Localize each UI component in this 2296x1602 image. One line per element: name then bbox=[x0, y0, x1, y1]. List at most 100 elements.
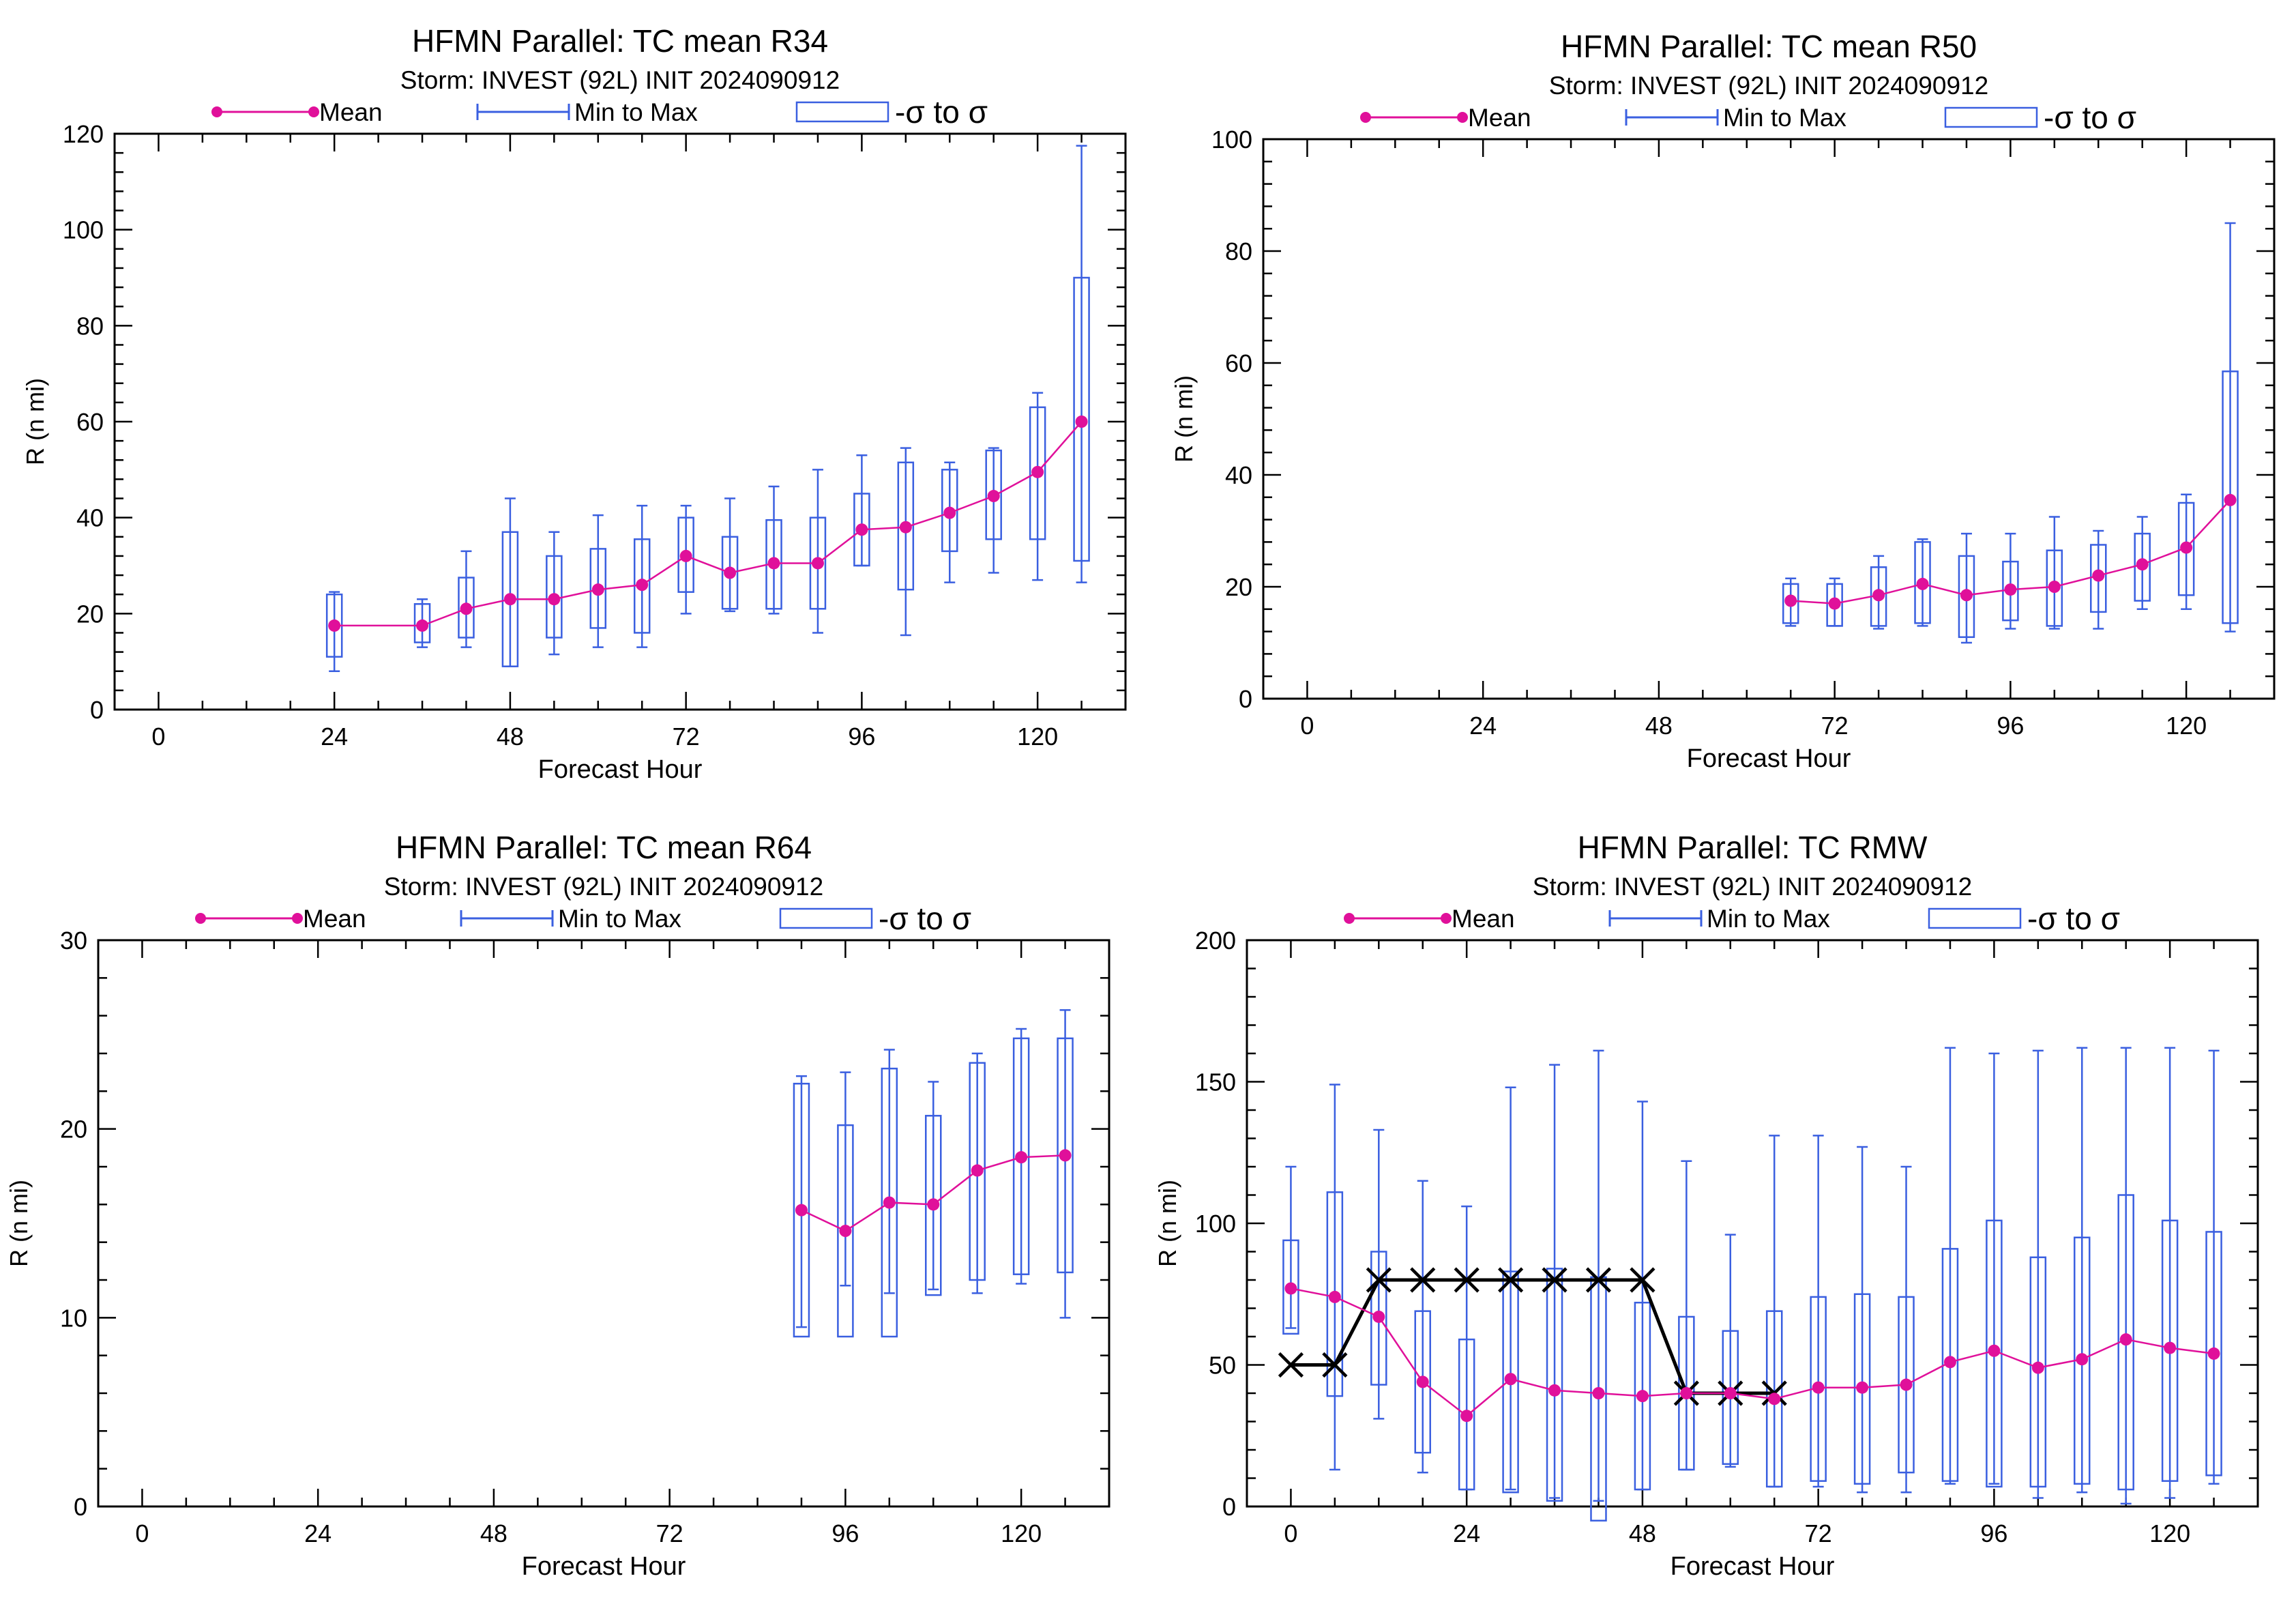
x-tick-label: 0 bbox=[1284, 1519, 1297, 1547]
sigma-box bbox=[2161, 1219, 2179, 1482]
sigma-box bbox=[721, 536, 739, 610]
best-track-x-stroke bbox=[1410, 1267, 1436, 1293]
mean-point bbox=[767, 557, 780, 570]
y-axis-label: R (n mi) bbox=[1170, 375, 1198, 463]
y-tick-label: 100 bbox=[1195, 1210, 1236, 1238]
mean-point bbox=[1856, 1381, 1869, 1394]
sigma-box bbox=[1414, 1310, 1431, 1454]
legend: Mean Min to Max -σ to σ bbox=[1360, 100, 2136, 135]
mean-point bbox=[1828, 597, 1841, 610]
best-track-marker bbox=[1366, 1267, 1392, 1293]
best-track-x-stroke bbox=[1498, 1267, 1524, 1293]
mean-point bbox=[839, 1225, 852, 1238]
mean-point bbox=[1988, 1344, 2001, 1357]
mean-point bbox=[416, 619, 429, 632]
best-track-x-stroke bbox=[1366, 1267, 1392, 1293]
sigma-box bbox=[1722, 1330, 1739, 1465]
y-tick-label: 120 bbox=[63, 120, 104, 148]
y-tick-label: 80 bbox=[76, 312, 104, 340]
chart-panel-4: HFMN Parallel: TC RMW Storm: INVEST (92L)… bbox=[1153, 830, 2259, 1581]
x-tick-label: 24 bbox=[304, 1519, 332, 1547]
legend-mean-marker bbox=[308, 106, 319, 117]
x-tick-label: 0 bbox=[135, 1519, 149, 1547]
mean-point bbox=[1416, 1375, 1429, 1388]
mean-point bbox=[1900, 1378, 1913, 1391]
best-track-marker bbox=[1585, 1267, 1612, 1293]
x-tick-label: 120 bbox=[2166, 712, 2207, 740]
x-tick-label: 48 bbox=[497, 723, 524, 751]
best-track-marker bbox=[1542, 1267, 1568, 1293]
chart-subtitle: Storm: INVEST (92L) INIT 2024090912 bbox=[1533, 873, 1972, 901]
y-tick-label: 60 bbox=[1225, 349, 1252, 377]
chart-panel-1: HFMN Parallel: TC mean R34 Storm: INVEST … bbox=[21, 23, 1127, 784]
x-tick-label: 120 bbox=[2149, 1519, 2190, 1547]
x-tick-label: 48 bbox=[480, 1519, 507, 1547]
best-track-marker bbox=[1278, 1352, 1304, 1378]
mean-point bbox=[2119, 1333, 2132, 1346]
best-track-x-stroke bbox=[1454, 1267, 1480, 1293]
best-track-line bbox=[1291, 1278, 1775, 1395]
x-tick-label: 0 bbox=[151, 723, 165, 751]
mean-point bbox=[883, 1196, 896, 1209]
legend-mean-marker bbox=[1441, 913, 1452, 924]
y-tick-label: 20 bbox=[1225, 573, 1252, 601]
plot-frame bbox=[113, 132, 1127, 711]
x-tick-label: 120 bbox=[1001, 1519, 1042, 1547]
sigma-box bbox=[1941, 1248, 1959, 1482]
y-tick-label: 0 bbox=[1222, 1493, 1236, 1521]
chart-subtitle: Storm: INVEST (92L) INIT 2024090912 bbox=[1549, 72, 1988, 100]
mean-point bbox=[1960, 589, 1973, 602]
best-track-x-stroke bbox=[1278, 1352, 1304, 1378]
chart-title: HFMN Parallel: TC mean R64 bbox=[396, 830, 812, 865]
mean-point bbox=[2004, 583, 2017, 596]
x-tick-label: 24 bbox=[321, 723, 348, 751]
x-axis-label: Forecast Hour bbox=[1687, 744, 1851, 773]
x-tick-label: 96 bbox=[848, 723, 875, 751]
mean-line bbox=[1291, 1287, 2214, 1417]
mean-point bbox=[636, 579, 649, 592]
mean-point bbox=[1680, 1387, 1693, 1399]
sigma-box bbox=[1502, 1270, 1519, 1494]
y-tick-label: 0 bbox=[90, 696, 104, 724]
plot-frame bbox=[1246, 939, 2259, 1508]
mean-point bbox=[1284, 1282, 1297, 1295]
mean-point bbox=[1328, 1290, 1341, 1303]
sigma-box bbox=[969, 1062, 986, 1281]
sigma-box bbox=[2222, 370, 2239, 624]
mean-point bbox=[987, 490, 1000, 503]
plot-frame bbox=[1262, 138, 2276, 700]
sigma-box bbox=[793, 1083, 810, 1338]
mean-point bbox=[1916, 577, 1929, 590]
legend-sigma-label: -σ to σ bbox=[879, 901, 971, 936]
legend: Mean Min to Max -σ to σ bbox=[195, 901, 971, 936]
y-tick-label: 40 bbox=[76, 504, 104, 532]
sigma-box bbox=[1590, 1276, 1607, 1521]
legend-minmax-label: Min to Max bbox=[558, 905, 681, 933]
plot-frame bbox=[97, 939, 1110, 1508]
sigma-box bbox=[985, 449, 1002, 540]
chart-panel-2: HFMN Parallel: TC mean R50 Storm: INVEST … bbox=[1170, 29, 2276, 773]
x-tick-label: 48 bbox=[1629, 1519, 1656, 1547]
best-track-x-stroke bbox=[1322, 1352, 1348, 1378]
mean-point bbox=[899, 521, 912, 534]
legend-minmax-label: Min to Max bbox=[1707, 905, 1830, 933]
sigma-box bbox=[1914, 541, 1931, 624]
x-tick-label: 48 bbox=[1645, 712, 1673, 740]
mean-point bbox=[971, 1164, 984, 1177]
y-tick-label: 40 bbox=[1225, 461, 1252, 489]
x-tick-label: 96 bbox=[831, 1519, 859, 1547]
chart-title: HFMN Parallel: TC RMW bbox=[1578, 830, 1928, 865]
mean-point bbox=[1812, 1381, 1825, 1394]
sigma-box bbox=[897, 461, 915, 591]
sigma-box bbox=[677, 516, 694, 593]
sigma-box bbox=[1458, 1338, 1475, 1491]
mean-point bbox=[1943, 1356, 1956, 1369]
best-track-marker bbox=[1498, 1267, 1524, 1293]
mean-point bbox=[2048, 581, 2061, 593]
sigma-box bbox=[1826, 583, 1843, 627]
mean-point bbox=[1768, 1393, 1781, 1406]
mean-point bbox=[679, 549, 692, 562]
mean-point bbox=[2207, 1347, 2220, 1360]
mean-point bbox=[1031, 465, 1044, 478]
